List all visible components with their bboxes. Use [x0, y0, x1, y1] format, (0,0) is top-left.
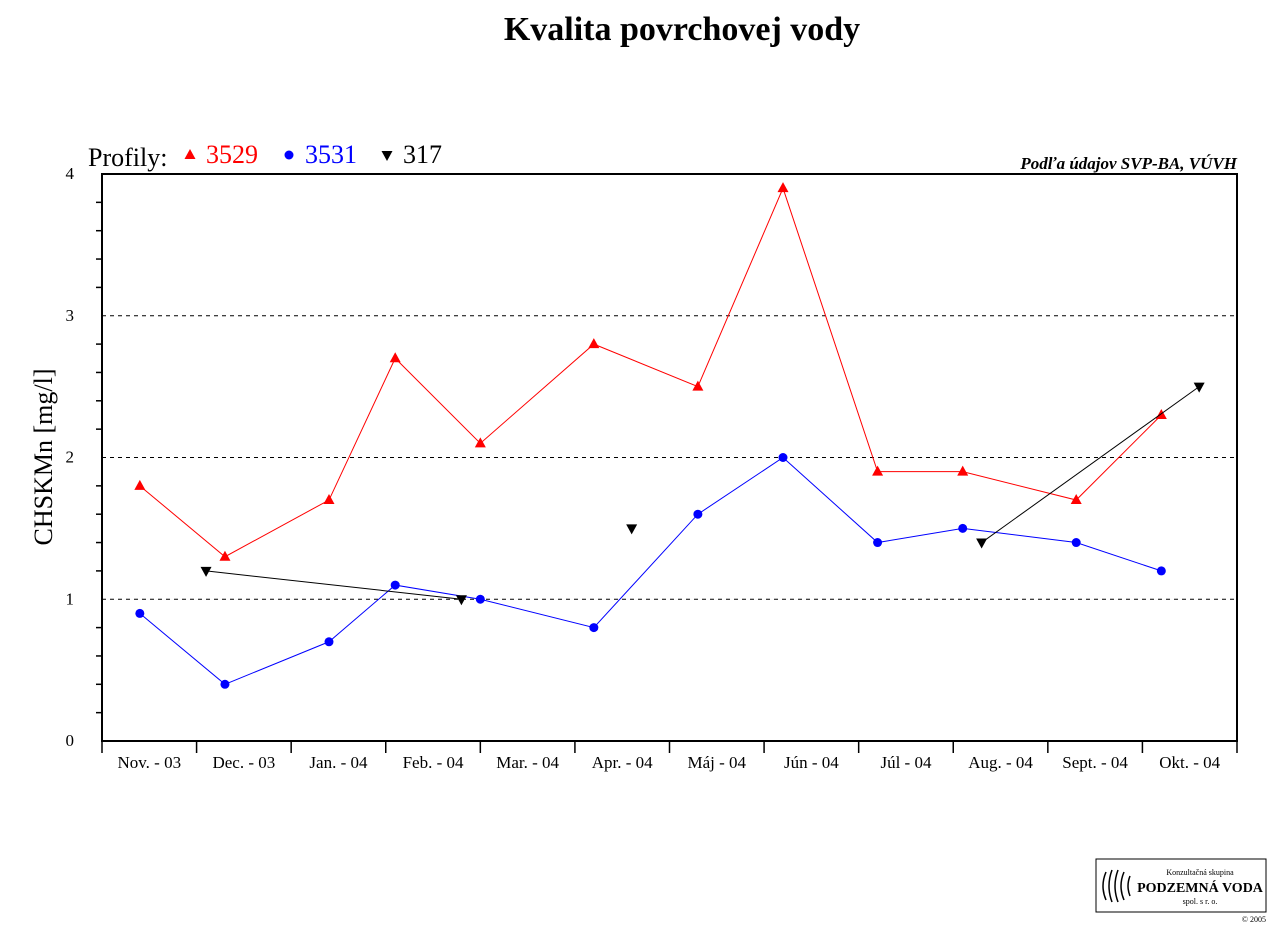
x-tick-label: Aug. - 04 — [968, 753, 1033, 772]
data-point — [873, 538, 883, 548]
x-tick-label: Máj - 04 — [688, 753, 747, 772]
series-3531 — [135, 453, 1166, 689]
data-point — [693, 509, 703, 519]
x-tick-label: Nov. - 03 — [117, 753, 181, 772]
logo-line1: Konzultačná skupina — [1166, 868, 1234, 877]
data-point — [474, 437, 486, 448]
series-line — [139, 456, 1162, 685]
data-point — [200, 566, 212, 577]
x-tick-label: Apr. - 04 — [592, 753, 653, 772]
data-point — [390, 580, 400, 590]
data-point — [134, 479, 146, 490]
data-point — [1156, 566, 1166, 576]
series-layer — [134, 182, 1205, 689]
series-line — [139, 186, 1162, 558]
data-point — [323, 494, 335, 505]
data-point — [455, 595, 467, 606]
legend-entry: 317 — [403, 140, 442, 169]
x-tick-label: Jan. - 04 — [309, 753, 368, 772]
data-point — [872, 465, 884, 476]
legend-entry: 3531 — [305, 140, 357, 169]
x-tick-label: Dec. - 03 — [212, 753, 275, 772]
y-axis: 0 1 2 3 4 — [66, 164, 102, 750]
legend-marker — [381, 151, 393, 161]
data-point — [957, 465, 969, 476]
data-point — [389, 352, 401, 363]
y-tick-label: 3 — [66, 306, 75, 325]
y-tick-label: 2 — [66, 448, 75, 467]
grid-lines — [102, 315, 1237, 600]
logo-line3: spol. s r. o. — [1183, 897, 1218, 906]
logo-line2: PODZEMNÁ VODA — [1137, 879, 1264, 896]
data-point — [220, 679, 230, 689]
x-tick-label: Jún - 04 — [784, 753, 839, 772]
y-tick-label: 0 — [66, 731, 75, 750]
legend: Profily: 3529 3531 317 — [88, 140, 442, 172]
data-point — [219, 550, 231, 561]
y-axis-label: CHSKMn [mg/l] — [29, 369, 58, 546]
x-tick-label: Okt. - 04 — [1159, 753, 1220, 772]
data-point — [588, 338, 600, 349]
data-point — [777, 182, 789, 193]
legend-entry: 3529 — [206, 140, 258, 169]
data-point — [324, 637, 334, 647]
data-point — [976, 538, 988, 549]
y-tick-label: 1 — [66, 589, 75, 608]
x-axis: Nov. - 03 Dec. - 03 Jan. - 04 Feb. - 04 Mar.… — [101, 741, 1238, 772]
legend-marker — [284, 150, 294, 160]
x-tick-label: Mar. - 04 — [496, 753, 559, 772]
x-tick-label: Feb. - 04 — [403, 753, 464, 772]
data-point — [135, 608, 145, 618]
data-point — [589, 623, 599, 633]
data-point — [958, 523, 968, 533]
series-317 — [200, 382, 1205, 606]
x-tick-label: Sept. - 04 — [1062, 753, 1128, 772]
data-point — [1193, 382, 1205, 393]
logo-copyright: © 2005 — [1242, 915, 1266, 924]
series-line — [981, 386, 1200, 543]
data-point — [626, 524, 638, 535]
data-source: Podľa údajov SVP-BA, VÚVH — [1019, 154, 1237, 173]
series-line — [205, 570, 462, 600]
logo-mark-icon — [1102, 869, 1131, 903]
data-point — [1071, 538, 1081, 548]
legend-title: Profily: — [88, 143, 167, 172]
logo-frame — [1095, 858, 1267, 913]
y-tick-label: 4 — [66, 164, 75, 183]
legend-marker — [184, 149, 196, 159]
chart-title: Kvalita povrchovej vody — [504, 11, 860, 48]
x-tick-label: Júl - 04 — [880, 753, 932, 772]
data-point — [692, 380, 704, 391]
series-3529 — [134, 182, 1167, 561]
data-point — [1070, 494, 1082, 505]
data-point — [475, 594, 485, 604]
logo: Konzultačná skupina PODZEMNÁ VODA spol. … — [1095, 858, 1267, 924]
data-point — [778, 453, 788, 462]
